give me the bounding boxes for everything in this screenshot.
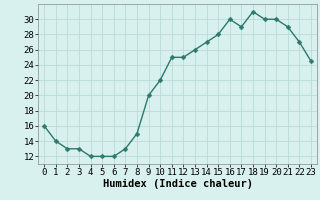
X-axis label: Humidex (Indice chaleur): Humidex (Indice chaleur) (103, 179, 252, 189)
